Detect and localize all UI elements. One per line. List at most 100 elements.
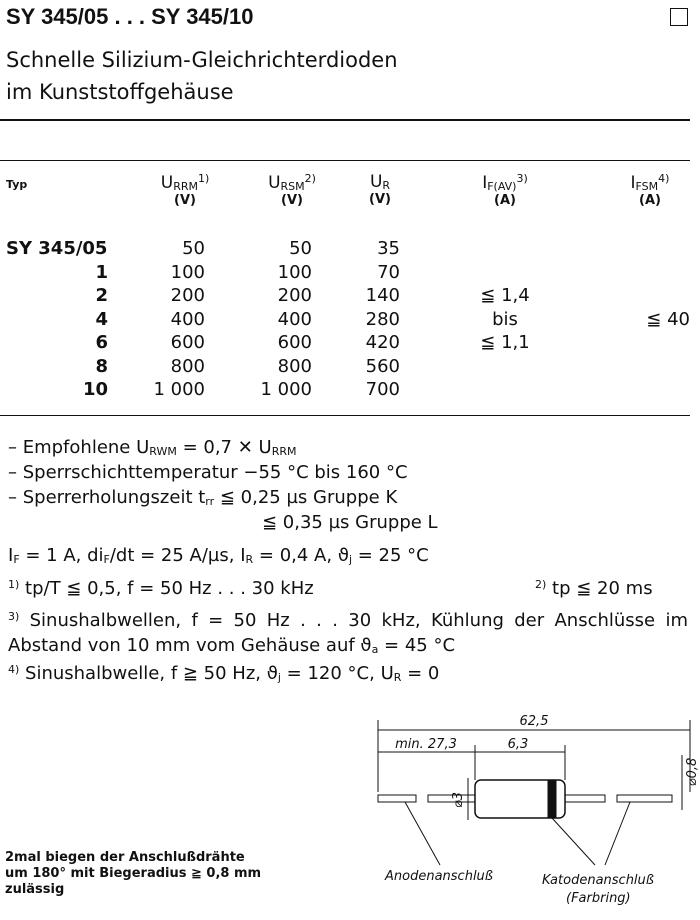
text: 2)	[304, 172, 316, 185]
text: RRM	[173, 180, 198, 193]
subtitle: Schnelle Silizium-Gleichrichterdioden	[6, 48, 398, 72]
leader-line	[404, 801, 441, 866]
text: RRM	[271, 445, 297, 458]
text: – Sperrerholungszeit t	[8, 487, 206, 508]
note: – Sperrerholungszeit trr ≦ 0,25 µs Grupp…	[8, 487, 397, 508]
rule	[0, 160, 690, 161]
footnote: 3) Sinushalbwellen, f = 50 Hz . . . 30 k…	[8, 604, 688, 662]
text: I	[630, 173, 636, 193]
cell: 50	[289, 238, 312, 259]
dim-label: ⌀0,8	[685, 758, 700, 787]
dim-label: min. 27,3	[395, 737, 457, 752]
lead	[616, 794, 673, 803]
cell: 420	[365, 332, 400, 353]
text: 1)	[197, 172, 210, 185]
cell: 800	[170, 355, 205, 377]
text: F	[103, 553, 110, 566]
text: tp/T ≦ 0,5, f = 50 Hz . . . 30 kHz	[19, 578, 314, 599]
text: um 180° mit Biegeradius ≧ 0,8 mm	[5, 866, 262, 881]
text: 4)	[658, 172, 670, 185]
cell: ≦ 40	[646, 309, 690, 330]
cell: ≦ 1,4	[480, 285, 530, 306]
text: I	[482, 173, 488, 193]
text: 2mal biegen der Anschlußdrähte	[5, 850, 245, 865]
rule	[0, 119, 690, 121]
text: a	[371, 643, 379, 656]
cell: 560	[365, 355, 400, 377]
note: ≦ 0,35 µs Gruppe L	[262, 512, 438, 533]
text: R	[382, 179, 391, 192]
cell: 35	[377, 238, 400, 259]
cell: 600	[277, 332, 312, 353]
label: Anodenanschluß	[384, 869, 493, 884]
lead	[377, 794, 417, 803]
text: j	[348, 553, 353, 566]
label: (Farbring)	[566, 891, 631, 906]
text: R	[245, 553, 254, 566]
cell: 800	[277, 355, 312, 377]
column-header: UR (V)	[320, 172, 440, 207]
text: = 1 A, di	[19, 545, 104, 566]
text: Typ	[6, 178, 28, 191]
unit: (V)	[281, 193, 303, 208]
text: 4)	[8, 663, 20, 676]
cell: 700	[365, 379, 400, 400]
cell: 50	[182, 238, 205, 259]
title: SY 345/05 . . . SY 345/10	[6, 4, 254, 29]
text: 3)	[516, 172, 528, 185]
cell: 8	[95, 355, 108, 377]
cell: 400	[170, 308, 205, 330]
text: 1)	[8, 578, 20, 591]
column-header: URSM2) (V)	[232, 172, 352, 208]
color-ring	[547, 779, 557, 819]
diode-drawing: 62,5 min. 27,3 6,3 ⌀3 ⌀0,8 Anodenanschlu…	[377, 714, 700, 906]
text: = 120 °C, U	[280, 663, 394, 684]
cell: 70	[377, 261, 400, 283]
text: = 45 °C	[378, 635, 456, 656]
leader-line	[604, 801, 631, 866]
text: R	[393, 671, 402, 684]
footnote: 4) Sinushalbwelle, f ≧ 50 Hz, ϑj = 120 °…	[8, 663, 439, 684]
cell: 10	[82, 379, 108, 400]
cell: 200	[277, 285, 312, 306]
text: I	[8, 545, 14, 566]
cell: 1 000	[153, 379, 205, 400]
cell: 1 000	[260, 379, 312, 400]
cell: ≦ 1,1	[480, 332, 530, 353]
text: 3)	[8, 610, 20, 623]
rule	[0, 415, 690, 416]
lead	[564, 794, 606, 803]
text: zulässig	[5, 882, 65, 897]
cell: bis	[492, 308, 518, 330]
column-header: IF(AV)3) (A)	[445, 172, 565, 208]
leader-line	[551, 817, 596, 866]
footnote: 2) tp ≦ 20 ms	[535, 578, 653, 599]
column-header: URRM1) (V)	[125, 172, 245, 208]
cell: 4	[95, 308, 108, 330]
bending-note: 2mal biegen der Anschlußdrähte um 180° m…	[5, 850, 261, 898]
text: tp ≦ 20 ms	[546, 578, 653, 599]
cell: 280	[365, 308, 400, 330]
text: RWM	[149, 445, 177, 458]
cell: 200	[170, 285, 205, 306]
text: /dt = 25 A/µs, I	[109, 545, 246, 566]
text: ≦ 0,25 µs Gruppe K	[214, 487, 398, 508]
note: – Sperrschichttemperatur −55 °C bis 160 …	[8, 462, 408, 483]
cell: 140	[365, 285, 400, 306]
text: = 0,7 ✕ U	[176, 437, 272, 458]
text: = 25 °C	[352, 545, 429, 566]
diode-body	[474, 779, 566, 819]
text: = 0	[401, 663, 440, 684]
text: U	[160, 173, 174, 193]
cell: 6	[95, 332, 108, 353]
text: 2)	[535, 578, 547, 591]
column-header: Typ	[6, 178, 126, 191]
cell: 600	[170, 332, 205, 353]
column-header: IFSM4) (A)	[590, 172, 700, 208]
note: IF = 1 A, diF/dt = 25 A/µs, IR = 0,4 A, …	[8, 545, 429, 566]
dim-label: 6,3	[508, 737, 529, 752]
checkbox-icon	[670, 8, 688, 26]
cell: 2	[95, 285, 108, 306]
note: – Empfohlene URWM = 0,7 ✕ URRM	[8, 437, 297, 458]
